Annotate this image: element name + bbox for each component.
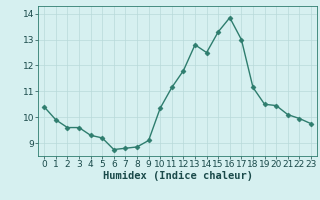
X-axis label: Humidex (Indice chaleur): Humidex (Indice chaleur): [103, 171, 252, 181]
